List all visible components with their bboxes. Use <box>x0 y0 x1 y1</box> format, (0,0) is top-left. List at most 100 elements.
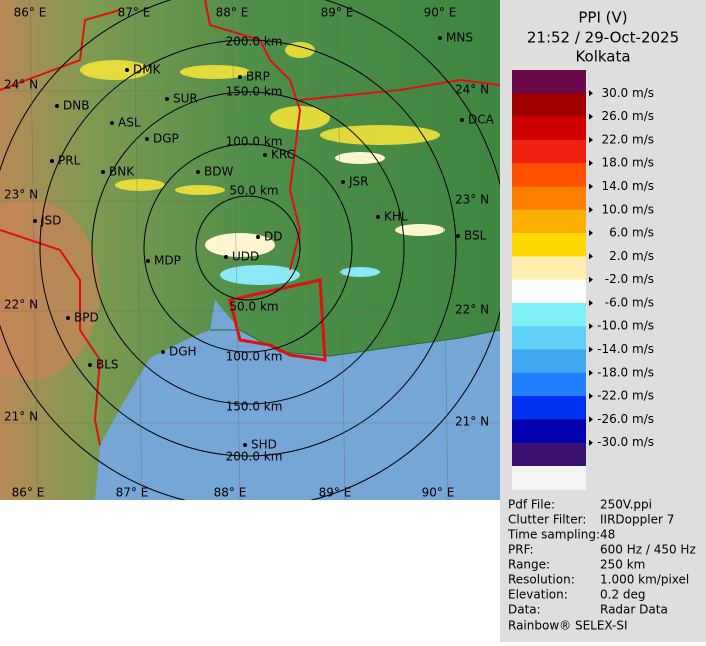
info-key: Time sampling: <box>507 528 600 542</box>
color-band <box>512 233 586 257</box>
info-key: Resolution: <box>508 573 575 587</box>
color-band <box>512 209 586 234</box>
info-key: Elevation: <box>508 588 568 602</box>
color-band <box>512 139 586 164</box>
place-label: BPD <box>74 311 99 325</box>
place-label: DMK <box>133 63 162 77</box>
range-ring <box>195 195 301 301</box>
place-label: BLS <box>96 358 119 372</box>
range-label: 100.0 km <box>226 350 283 364</box>
legend-tick <box>589 346 593 353</box>
legend-label: 30.0 m/s <box>601 86 654 100</box>
legend-label: 6.0 m/s <box>609 226 654 240</box>
info-value: 600 Hz / 450 Hz <box>600 543 696 557</box>
place-dot <box>88 363 92 367</box>
range-label: 200.0 km <box>226 35 283 49</box>
place-dot <box>243 443 247 447</box>
color-band <box>512 302 586 327</box>
place-dot <box>50 159 54 163</box>
info-value: 0.2 deg <box>600 588 646 602</box>
place-dot <box>101 170 105 174</box>
place-label: BDW <box>204 165 233 179</box>
legend-tick <box>589 230 593 237</box>
legend-tick <box>589 439 593 446</box>
longitude-label: 86° E <box>12 486 45 500</box>
latitude-label: 21° N <box>455 415 489 429</box>
place-dot <box>460 118 464 122</box>
legend: 30.0 m/s 26.0 m/s 22.0 m/s 18.0 m/s 14.0 m/s… <box>512 70 654 490</box>
place-label: DD <box>264 230 282 244</box>
place-label: SUR <box>173 92 198 106</box>
legend-tick <box>589 206 593 213</box>
footer: Rainbow® SELEX-SI <box>508 619 628 633</box>
legend-label: 18.0 m/s <box>601 156 654 170</box>
latitude-label: 22° N <box>4 298 38 312</box>
place-dot <box>376 215 380 219</box>
color-band <box>512 396 586 420</box>
longitude-label: 87° E <box>118 6 151 20</box>
place-dot <box>341 180 345 184</box>
place-label: BNK <box>109 165 135 179</box>
place-label: MDP <box>154 254 181 268</box>
place-dot <box>125 68 129 72</box>
place-label: DGH <box>169 345 197 359</box>
place-dot <box>456 234 460 238</box>
place-dot <box>146 259 150 263</box>
checker <box>512 466 586 490</box>
datetime: 21:52 / 29-Oct-2025 <box>527 29 679 47</box>
range-label: 150.0 km <box>226 400 283 414</box>
latitude-label: 23° N <box>455 193 489 207</box>
range-ring <box>39 39 457 457</box>
legend-tick <box>589 253 593 260</box>
range-label: 150.0 km <box>226 85 283 99</box>
place-label: BSL <box>464 229 487 243</box>
color-band <box>512 419 586 444</box>
place-dot <box>145 137 149 141</box>
place-dot <box>165 97 169 101</box>
legend-tick <box>589 183 593 190</box>
legend-label: -22.0 m/s <box>597 389 654 403</box>
info-table: Pdf File: 250V.ppi Clutter Filter: IIRDoppl… <box>507 498 696 617</box>
legend-label: 22.0 m/s <box>601 132 654 146</box>
legend-tick <box>589 369 593 376</box>
echoes-light <box>205 152 445 257</box>
legend-label: 26.0 m/s <box>601 109 654 123</box>
legend-label: -14.0 m/s <box>597 342 654 356</box>
place-label: JSD <box>40 214 61 228</box>
place-dot <box>161 350 165 354</box>
legend-label: -26.0 m/s <box>597 412 654 426</box>
map: 86° E 86° E 87° E 87° E 88° E 88° E 89° E 89° E… <box>0 0 500 500</box>
terrain <box>0 200 100 380</box>
info-key: Clutter Filter: <box>508 513 586 527</box>
legend-label: -6.0 m/s <box>605 295 654 309</box>
longitude-label: 88° E <box>214 486 247 500</box>
longitude-label: 89° E <box>321 6 354 20</box>
place-dot <box>256 235 260 239</box>
color-band <box>512 326 586 351</box>
latitude-label: 24° N <box>455 83 489 97</box>
info-value: 1.000 km/pixel <box>600 573 689 587</box>
place-dot <box>66 316 70 320</box>
meridian <box>439 0 449 500</box>
title: PPI (V) <box>578 9 627 27</box>
place-dot <box>33 219 37 223</box>
info-value: Radar Data <box>600 603 668 617</box>
info-key: Range: <box>508 558 550 572</box>
range-rings <box>0 0 500 500</box>
meridian <box>231 0 241 500</box>
longitude-label: 90° E <box>424 6 457 20</box>
place-label: PRL <box>58 154 81 168</box>
longitude-label: 86° E <box>14 6 47 20</box>
latitude-label: 21° N <box>4 410 38 424</box>
legend-tick <box>589 393 593 400</box>
color-band <box>512 70 586 94</box>
color-band <box>512 163 586 187</box>
graticule <box>0 0 500 500</box>
legend-tick <box>589 276 593 283</box>
info-value: 250V.ppi <box>600 498 652 512</box>
legend-label: -18.0 m/s <box>597 365 654 379</box>
range-label: 200.0 km <box>226 450 283 464</box>
legend-tick <box>589 160 593 167</box>
echoes-red <box>228 278 327 362</box>
